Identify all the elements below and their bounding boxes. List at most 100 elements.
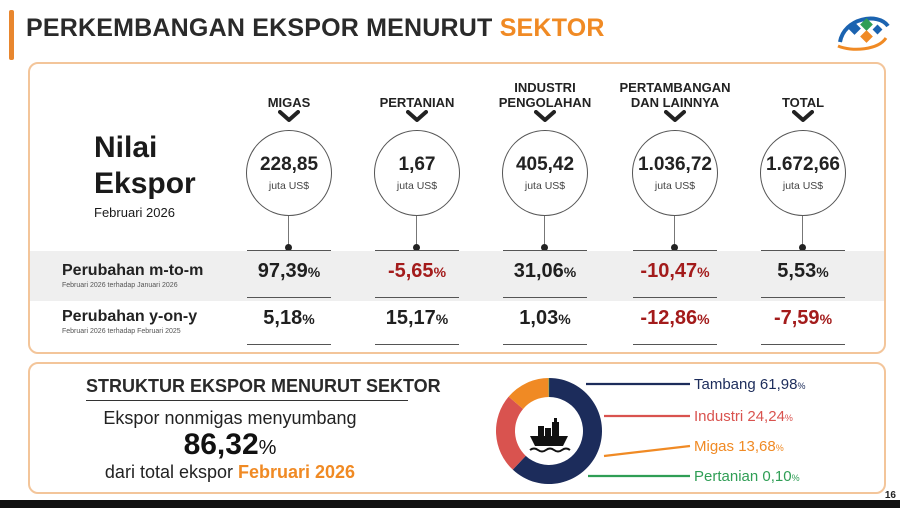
row-divider: [633, 250, 717, 251]
sector-mtm-change: -10,47%: [610, 260, 740, 283]
structure-title: STRUKTUR EKSPOR MENURUT SEKTOR: [86, 376, 441, 396]
legend-migas: Migas 13,68%: [694, 438, 784, 455]
yoy-value: 5,18: [263, 307, 303, 329]
line3-prefix: dari total ekspor: [104, 462, 238, 482]
sector-unit: juta US$: [524, 180, 566, 192]
legend-pertanian: Pertanian 0,10%: [694, 468, 800, 485]
legend-tambang-value: 61,98: [759, 376, 798, 393]
yoy-row-label: Perubahan y-on-y Februari 2026 terhadap …: [62, 308, 242, 335]
row-divider: [633, 297, 717, 298]
yoy-value: -12,86: [640, 307, 698, 329]
page-title-main: PERKEMBANGAN EKSPOR MENURUT: [26, 14, 500, 42]
sector-value: 228,85: [259, 154, 319, 175]
sector-unit: juta US$: [396, 180, 438, 192]
yoy-pct: %: [558, 311, 571, 327]
structure-title-rule: [86, 400, 408, 401]
legend-migas-pct: %: [775, 443, 784, 453]
line3-highlight: Februari 2026: [238, 462, 356, 482]
yoy-pct: %: [819, 311, 833, 327]
legend-industri-pct: %: [784, 413, 793, 423]
mtm-value: -5,65: [387, 260, 434, 282]
legend-migas-value: 13,68: [738, 438, 776, 455]
sector-unit: juta US$: [782, 180, 824, 192]
sector-name: TOTAL: [781, 95, 825, 110]
legend-migas-name: Migas: [694, 438, 735, 455]
connector-line: [802, 216, 803, 246]
connector-line: [416, 216, 417, 246]
page-title-highlight: SEKTOR: [499, 14, 605, 42]
sector-yoy-change: -12,86%: [610, 307, 740, 330]
yoy-pct: %: [435, 311, 449, 327]
connector-dot: [541, 244, 548, 251]
export-structure-panel: STRUKTUR EKSPOR MENURUT SEKTOR Ekspor no…: [28, 362, 886, 494]
chevron-down-icon: [664, 110, 686, 122]
mtm-row-label: Perubahan m-to-m Februari 2026 terhadap …: [62, 262, 242, 289]
mtm-row-band: [30, 251, 884, 301]
mtm-pct: %: [563, 264, 577, 280]
sector-yoy-change: 15,17%: [352, 307, 482, 330]
sector-header: PERTAMBANGAN DAN LAINNYA: [610, 68, 740, 110]
sector-yoy-change: -7,59%: [738, 307, 868, 330]
sector-value: 1.036,72: [638, 154, 712, 175]
row-divider: [375, 250, 459, 251]
yoy-note: Februari 2026 terhadap Februari 2025: [62, 328, 181, 335]
sector-unit: juta US$: [268, 180, 310, 192]
sector-name: PERTANIAN: [379, 95, 455, 110]
mtm-pct: %: [697, 264, 710, 280]
mtm-value: -10,47: [640, 260, 698, 282]
mtm-note: Februari 2026 terhadap Januari 2026: [62, 282, 178, 289]
sector-mtm-change: 31,06%: [480, 260, 610, 283]
big-value-unit: %: [258, 437, 277, 459]
bps-logo-icon: [837, 16, 890, 51]
row-divider: [761, 297, 845, 298]
legend-tambang: Tambang 61,98%: [694, 376, 805, 393]
sector-yoy-change: 1,03%: [480, 307, 610, 330]
row-divider: [761, 250, 845, 251]
mtm-value: 97,39: [257, 260, 308, 282]
chevron-down-icon: [278, 110, 300, 122]
structure-big-value: 86,32%: [30, 428, 430, 462]
sector-header: PERTANIAN: [352, 68, 482, 110]
sector-mtm-change: -5,65%: [352, 260, 482, 283]
legend-pertanian-pct: %: [791, 473, 800, 483]
mtm-pct: %: [816, 264, 829, 280]
nilai-ekspor-label: Nilai Ekspor Februari 2026: [94, 130, 204, 220]
sector-mtm-change: 5,53%: [738, 260, 868, 283]
export-value-panel: Nilai Ekspor Februari 2026 Perubahan m-t…: [28, 62, 886, 354]
big-value-number: 86,32: [183, 428, 259, 461]
row-divider: [761, 344, 845, 345]
connector-line: [544, 216, 545, 246]
title-accent-bar: [9, 10, 14, 60]
sector-value-circle: 1.036,72 juta US$: [632, 130, 718, 216]
yoy-label: Perubahan y-on-y: [62, 308, 198, 325]
connector-line: [674, 216, 675, 246]
sector-unit: juta US$: [654, 180, 696, 192]
donut-slice-tambang: [512, 378, 602, 484]
yoy-value: 1,03: [519, 307, 559, 329]
row-divider: [375, 344, 459, 345]
connector-line: [288, 216, 289, 246]
sector-value-circle: 228,85 juta US$: [246, 130, 332, 216]
connector-dot: [413, 244, 420, 251]
sector-value-circle: 1.672,66 juta US$: [760, 130, 846, 216]
chevron-down-icon: [406, 110, 428, 122]
yoy-value: -7,59: [773, 307, 820, 329]
legend-pertanian-value: 0,10: [762, 468, 792, 485]
row-divider: [247, 250, 331, 251]
bottom-strip: [0, 500, 900, 508]
nilai-line2: Ekspor: [94, 167, 196, 200]
yoy-value: 15,17: [385, 307, 436, 329]
legend-industri-name: Industri: [694, 408, 744, 425]
row-divider: [375, 297, 459, 298]
nilai-line1: Nilai: [94, 131, 158, 164]
legend-tambang-name: Tambang: [694, 376, 756, 393]
donut-slice-industri: [496, 396, 526, 470]
chevron-down-icon: [792, 110, 814, 122]
sector-header: TOTAL: [738, 68, 868, 110]
page-title: PERKEMBANGAN EKSPOR MENURUT SEKTOR: [26, 14, 605, 43]
mtm-pct: %: [307, 264, 321, 280]
connector-dot: [285, 244, 292, 251]
mtm-value: 31,06: [513, 260, 564, 282]
row-divider: [503, 344, 587, 345]
sector-donut-chart: [496, 378, 602, 484]
